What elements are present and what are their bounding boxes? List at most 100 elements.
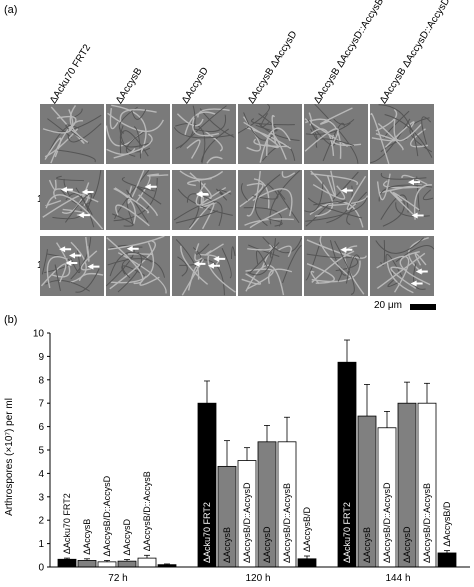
hypha-filament (179, 170, 224, 181)
hypha-filament (173, 127, 234, 139)
hypha-filament (127, 170, 145, 204)
hypha-filament (382, 200, 405, 227)
hypha-filament (253, 138, 289, 148)
y-tick-label: 1 (38, 539, 44, 550)
hypha-filament (243, 207, 282, 227)
panel-a-label: (a) (4, 4, 18, 16)
hypha-filament (407, 237, 429, 274)
arthrospore-arrow-icon (77, 212, 90, 219)
hypha-filament (305, 241, 321, 281)
hypha-filament (380, 194, 409, 220)
hypha-filament (207, 255, 236, 293)
hypha-filament (133, 126, 142, 159)
hypha-filament (204, 243, 224, 256)
hypha-filament (305, 197, 368, 222)
hypha-filament (310, 270, 320, 285)
hypha-filament (255, 174, 281, 227)
hypha-filament (45, 194, 104, 230)
hypha-filament (136, 186, 162, 205)
hypha-filament (64, 193, 92, 223)
hypha-filament (131, 108, 147, 120)
hypha-filament (375, 108, 398, 132)
micrograph-tile (238, 170, 302, 230)
hypha-filament (179, 105, 227, 149)
hypha-filament (255, 250, 268, 267)
hypha-filament (380, 172, 427, 180)
hypha-filament (384, 121, 415, 148)
hypha-filament (380, 240, 386, 267)
hypha-filament (52, 209, 82, 220)
micrograph-tile (304, 236, 368, 296)
hypha-filament (269, 170, 301, 225)
hypha-filament (399, 251, 431, 286)
hypha-filament (329, 240, 350, 276)
panel-b-label: (b) (4, 314, 18, 326)
hypha-filament (200, 259, 225, 296)
hypha-filament (375, 237, 425, 254)
hypha-filament (385, 253, 403, 277)
hypha-filament (414, 252, 427, 266)
bar-series: ΔAcku70 FRT2 ΔAccysB ΔAccysB/D::AccysD ΔAcc… (57, 339, 457, 568)
micrograph-tile (40, 236, 104, 296)
hypha-filament (304, 182, 324, 213)
hypha-filament (147, 173, 169, 177)
y-axis: 0 1 2 3 4 5 6 7 8 9 10 (33, 329, 51, 574)
hypha-filament (117, 252, 167, 294)
hypha-filament (307, 197, 363, 219)
hypha-filament (278, 245, 292, 258)
y-tick-label: 0 (38, 563, 44, 574)
hypha-filament (48, 179, 57, 191)
hypha-filament (390, 266, 417, 290)
y-tick-label: 10 (33, 329, 45, 340)
hypha-filament (111, 104, 147, 155)
hypha-filament (392, 192, 420, 211)
hypha-filament (247, 238, 276, 276)
hypha-filament (370, 118, 411, 164)
hypha-filament (386, 262, 414, 294)
arthrospore-arrow-icon (407, 179, 420, 186)
arthrospore-arrow-icon (87, 263, 100, 270)
hypha-filament (138, 194, 158, 216)
y-tick-label: 6 (38, 422, 44, 433)
hypha-filament (45, 199, 62, 207)
hypha-filament (195, 243, 210, 255)
bar-label: ΔAccysD (402, 526, 412, 563)
hypha-filament (239, 182, 264, 208)
hypha-filament (244, 218, 294, 226)
hypha-filament (377, 252, 426, 289)
hypha-filament (78, 272, 104, 282)
hypha-filament (387, 279, 398, 288)
micrograph-tile (238, 104, 302, 164)
arthrospore-arrow-icon (144, 183, 157, 190)
hypha-filament (113, 133, 153, 159)
hypha-filament (320, 107, 353, 125)
hypha-filament (173, 201, 223, 227)
hypha-filament (269, 251, 273, 259)
hypha-filament (267, 268, 293, 284)
hypha-filament (421, 116, 432, 145)
hypha-filament (56, 175, 84, 182)
hypha-filament (188, 202, 215, 230)
hypha-filament (247, 244, 273, 251)
hypha-filament (384, 114, 433, 158)
y-tick-label: 3 (38, 492, 44, 503)
hypha-filament (70, 236, 92, 280)
hypha-filament (114, 170, 150, 220)
hypha-filament (69, 105, 89, 144)
hypha-filament (45, 279, 90, 292)
y-tick-label: 9 (38, 352, 44, 363)
hypha-filament (113, 178, 158, 222)
hypha-filament (378, 184, 433, 202)
hypha-filament (54, 264, 61, 292)
bar-label: ΔAcku70 FRT2 (342, 502, 352, 563)
micrograph-tile (370, 236, 434, 296)
y-tick-label: 5 (38, 446, 44, 457)
hypha-filament (346, 175, 367, 211)
hypha-filament (304, 128, 339, 152)
hypha-filament (109, 240, 156, 290)
arthrospore-arrow-icon (411, 212, 424, 219)
bar-label: ΔAccysB/D::AccysD (102, 475, 112, 556)
hypha-filament (376, 255, 410, 293)
micrograph-tile (304, 104, 368, 164)
arthrospore-arrow-icon (410, 280, 423, 287)
